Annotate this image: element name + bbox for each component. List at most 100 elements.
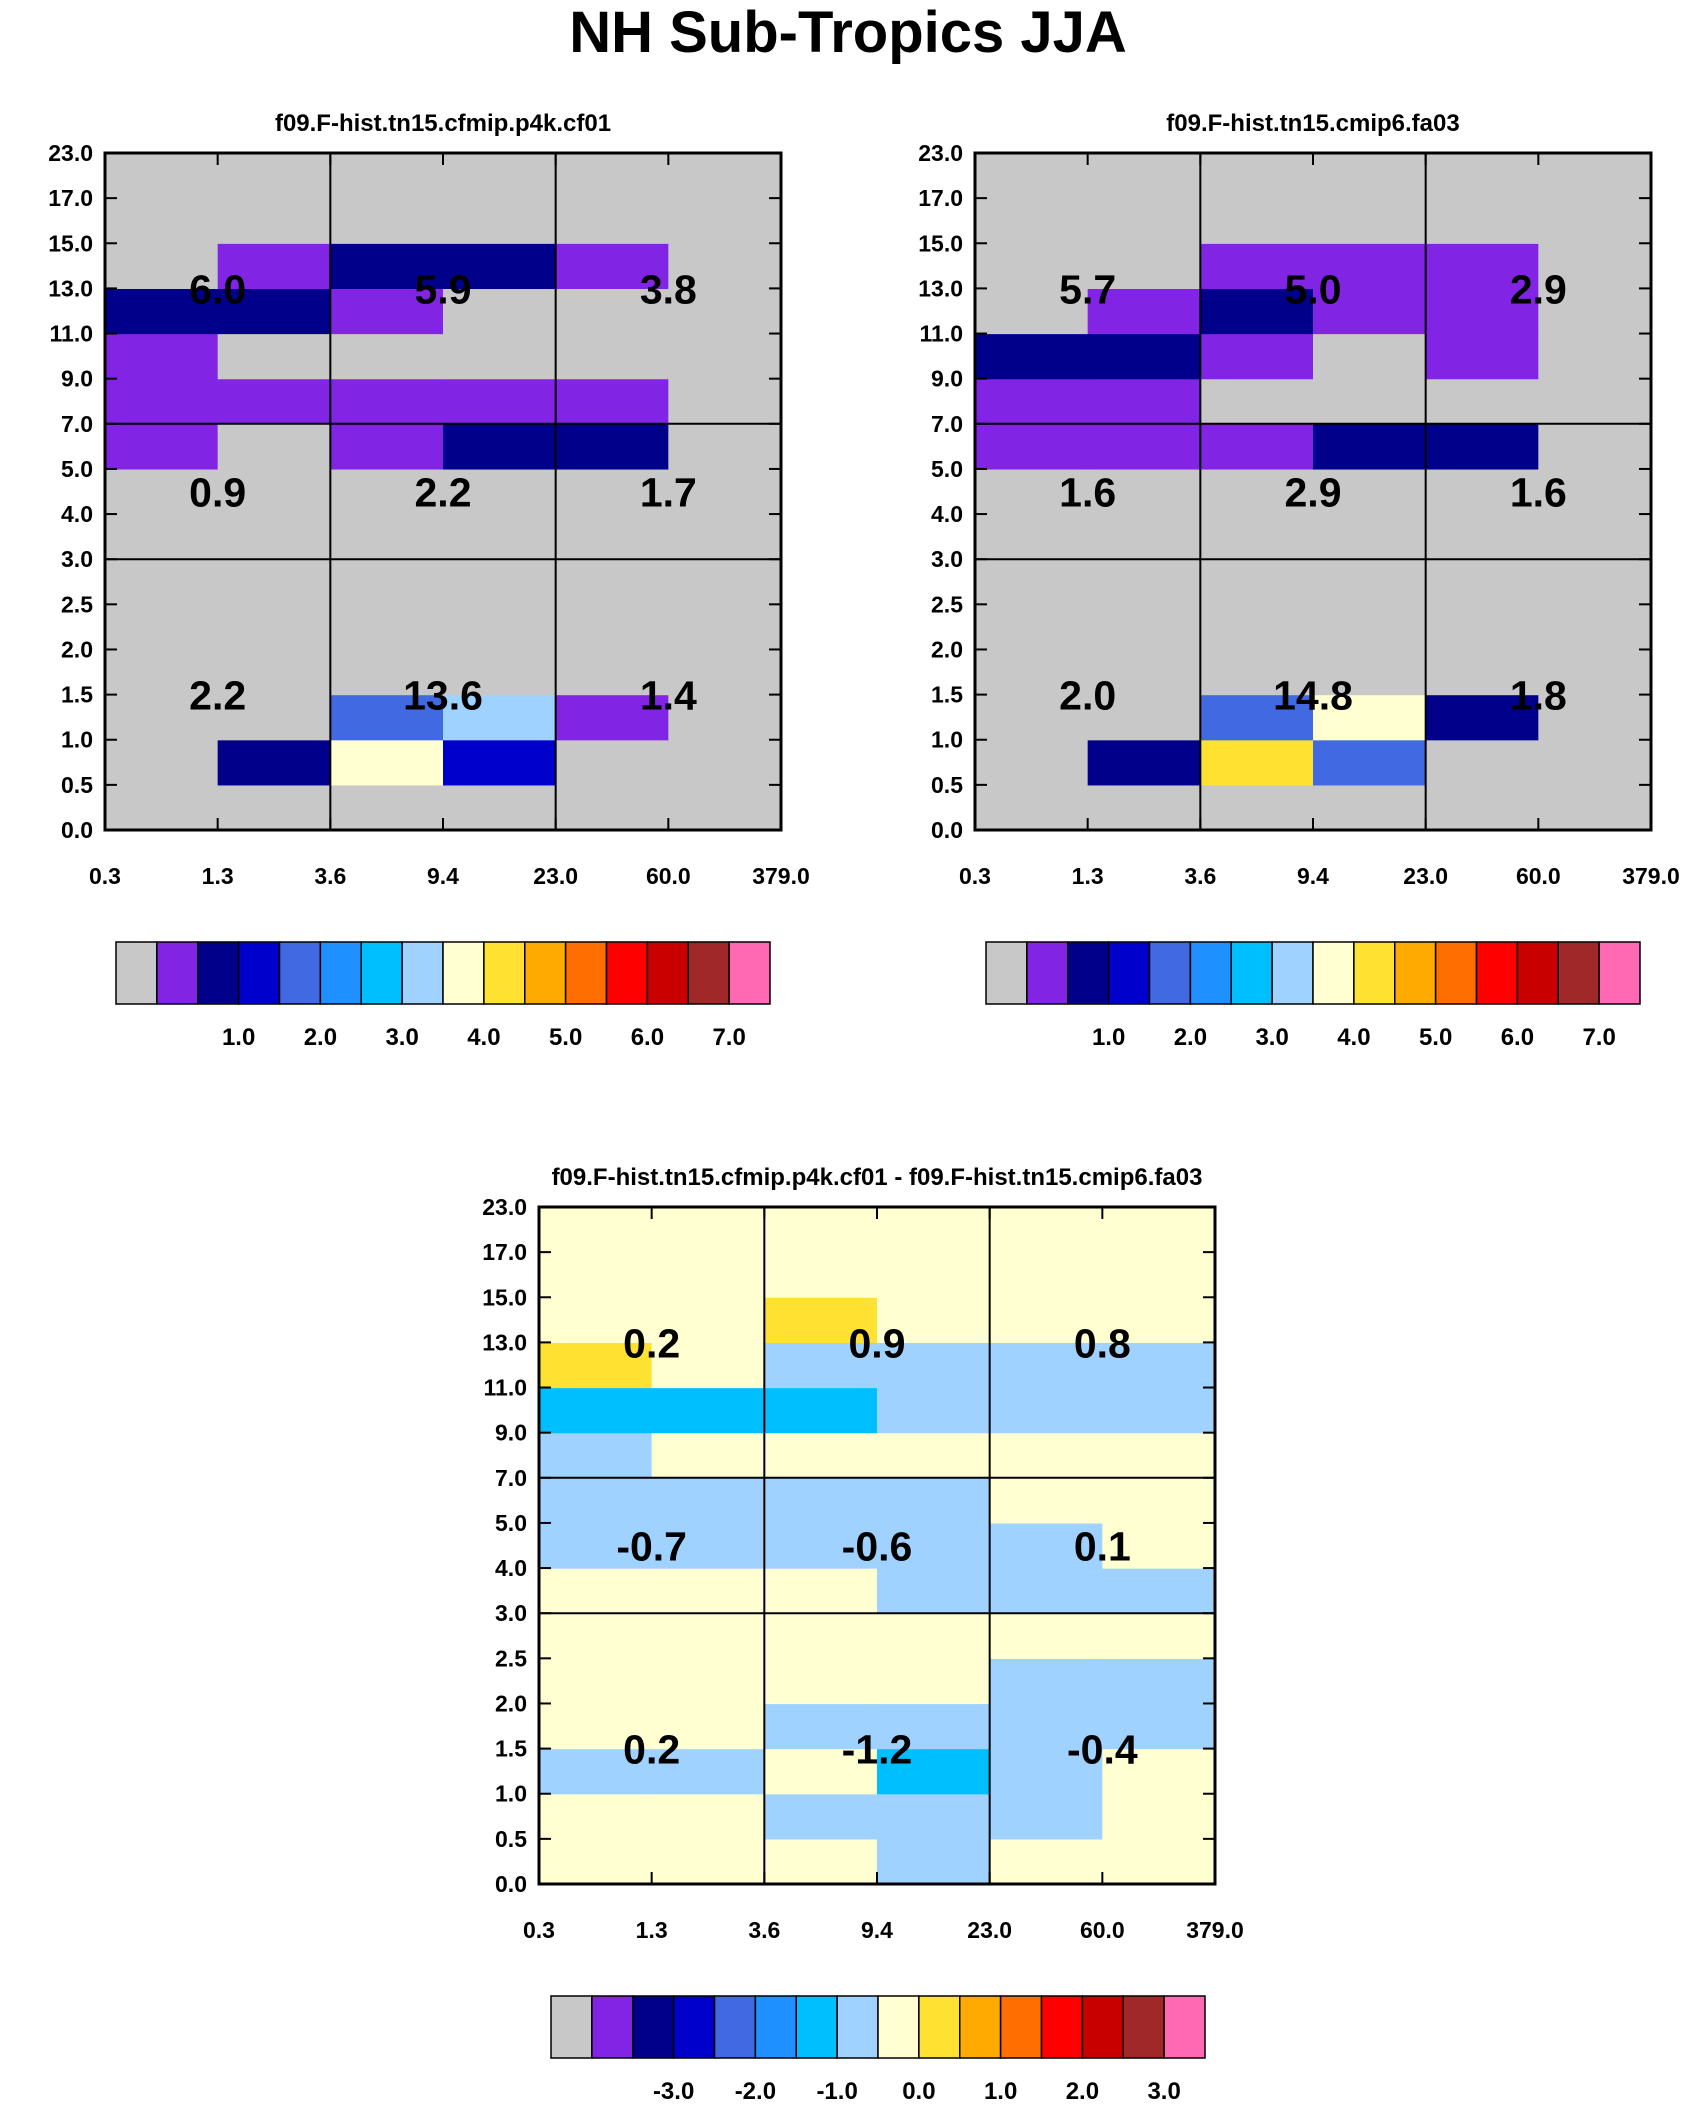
heatmap-cell: [668, 559, 782, 605]
heatmap-cell: [443, 153, 557, 199]
colorbar-box: [564, 941, 608, 1005]
heatmap-cell: [539, 1658, 653, 1705]
heatmap-cell: [764, 1703, 878, 1750]
heatmap-cell: [989, 1387, 1103, 1434]
heatmap-panel-1: f09.F-hist.tn15.cfmip.p4k.cf01 0.0 0.5 1.0 1…: [48, 110, 810, 1051]
heatmap-cell: [555, 333, 669, 380]
heatmap-cell: [764, 1387, 878, 1434]
heatmap-cell: [651, 1613, 765, 1659]
y-tick-label: 3.0: [931, 546, 963, 572]
heatmap-cell: [975, 378, 1089, 425]
heatmap-cell: [330, 468, 444, 515]
heatmap-cell: [1087, 288, 1201, 335]
heatmap-cell: [105, 468, 219, 515]
heatmap-cell: [330, 423, 444, 470]
heatmap-cell: [330, 649, 444, 696]
heatmap-cell: [539, 1613, 653, 1659]
heatmap-cell: [668, 153, 782, 199]
colorbar-box: [1271, 941, 1314, 1005]
heatmap-cell: [1102, 1658, 1216, 1705]
colorbar-box: [1189, 941, 1232, 1005]
heatmap-cell: [330, 604, 444, 651]
heatmap-cell: [443, 604, 557, 651]
y-tick-label: 11.0: [920, 321, 964, 347]
heatmap-cell: [1425, 514, 1539, 560]
y-tick-label: 17.0: [918, 185, 963, 211]
heatmap-cell: [651, 1342, 765, 1389]
heatmap-cell: [651, 1207, 765, 1253]
y-tick-label: 7.0: [495, 1465, 527, 1491]
heatmap-cell: [1102, 1297, 1216, 1343]
heatmap-cell: [1313, 784, 1427, 831]
heatmap-cell: [1538, 649, 1652, 696]
heatmap-cell: [539, 1297, 653, 1343]
heatmap-cell: [1538, 784, 1652, 831]
y-tick-label: 5.0: [61, 456, 93, 482]
colorbar-label: 3.0: [1147, 2078, 1180, 2105]
heatmap-cell: [105, 333, 219, 380]
heatmap-cell: [217, 198, 331, 244]
heatmap-cell: [1425, 423, 1539, 470]
heatmap-cell: [443, 288, 557, 335]
heatmap-cell: [989, 1477, 1103, 1524]
heatmap-cell: [764, 1342, 878, 1389]
box-value-label: -1.2: [842, 1727, 913, 1773]
heatmap-cell: [443, 559, 557, 605]
colorbar-box: [483, 941, 526, 1005]
heatmap-cell: [877, 1838, 991, 1885]
heatmap-cell: [555, 784, 669, 831]
heatmap-cell: [539, 1703, 653, 1750]
y-tick-label: 17.0: [48, 185, 93, 211]
heatmap-cell: [217, 468, 331, 515]
colorbar-box: [1067, 941, 1110, 1005]
colorbar-box: [605, 941, 649, 1005]
heatmap-cell: [539, 1793, 653, 1840]
heatmap-cell: [1200, 468, 1314, 515]
heatmap-cell: [975, 423, 1089, 470]
heatmap-cell: [1425, 198, 1539, 244]
heatmap-cell: [1538, 468, 1652, 515]
heatmap-cell: [764, 1793, 878, 1840]
heatmap-cell: [764, 1297, 878, 1343]
y-tick-label: 13.0: [918, 275, 963, 301]
heatmap-cell: [651, 1658, 765, 1705]
colorbar-box: [1122, 1995, 1165, 2059]
heatmap-cell: [1102, 1793, 1216, 1840]
heatmap-cell: [330, 514, 444, 560]
heatmap-cell: [877, 1432, 991, 1479]
heatmap-cell: [975, 243, 1089, 289]
heatmap-cell: [989, 1703, 1103, 1750]
box-value-label: 0.2: [623, 1320, 680, 1366]
heatmap-cell: [1538, 378, 1652, 425]
y-tick-label: 1.5: [495, 1736, 527, 1762]
heatmap-cell: [1538, 153, 1652, 199]
colorbar-box: [237, 941, 281, 1005]
heatmap-cell: [555, 514, 669, 560]
box-value-label: 2.2: [415, 470, 472, 516]
colorbar-box: [1230, 941, 1273, 1005]
heatmap-cell: [1425, 649, 1539, 696]
heatmap-cell: [443, 784, 557, 831]
heatmap-cell: [555, 694, 669, 741]
colorbar-box: [1312, 941, 1355, 1005]
heatmap-cell: [651, 1838, 765, 1885]
heatmap-cell: [1087, 423, 1201, 470]
heatmap-cell: [651, 1297, 765, 1343]
heatmap-cell: [1102, 1477, 1216, 1524]
heatmap-cell: [555, 288, 669, 335]
heatmap-cell: [1538, 559, 1652, 605]
y-tick-label: 15.0: [918, 230, 963, 256]
y-tick-label: 2.0: [495, 1690, 527, 1716]
heatmap-cell: [1087, 198, 1201, 244]
heatmap-cell: [1200, 784, 1314, 831]
colorbar-label: 2.0: [1066, 2078, 1099, 2105]
colorbar-box: [1163, 1995, 1206, 2059]
heatmap-cell: [105, 153, 219, 199]
colorbar-box: [836, 1995, 879, 2059]
y-tick-label: 3.0: [495, 1600, 527, 1626]
heatmap-cell: [217, 153, 331, 199]
box-value-label: 5.9: [415, 266, 472, 312]
heatmap-cell: [877, 1568, 991, 1614]
y-tick-label: 2.5: [61, 591, 93, 617]
y-tick-label: 1.5: [931, 682, 963, 708]
